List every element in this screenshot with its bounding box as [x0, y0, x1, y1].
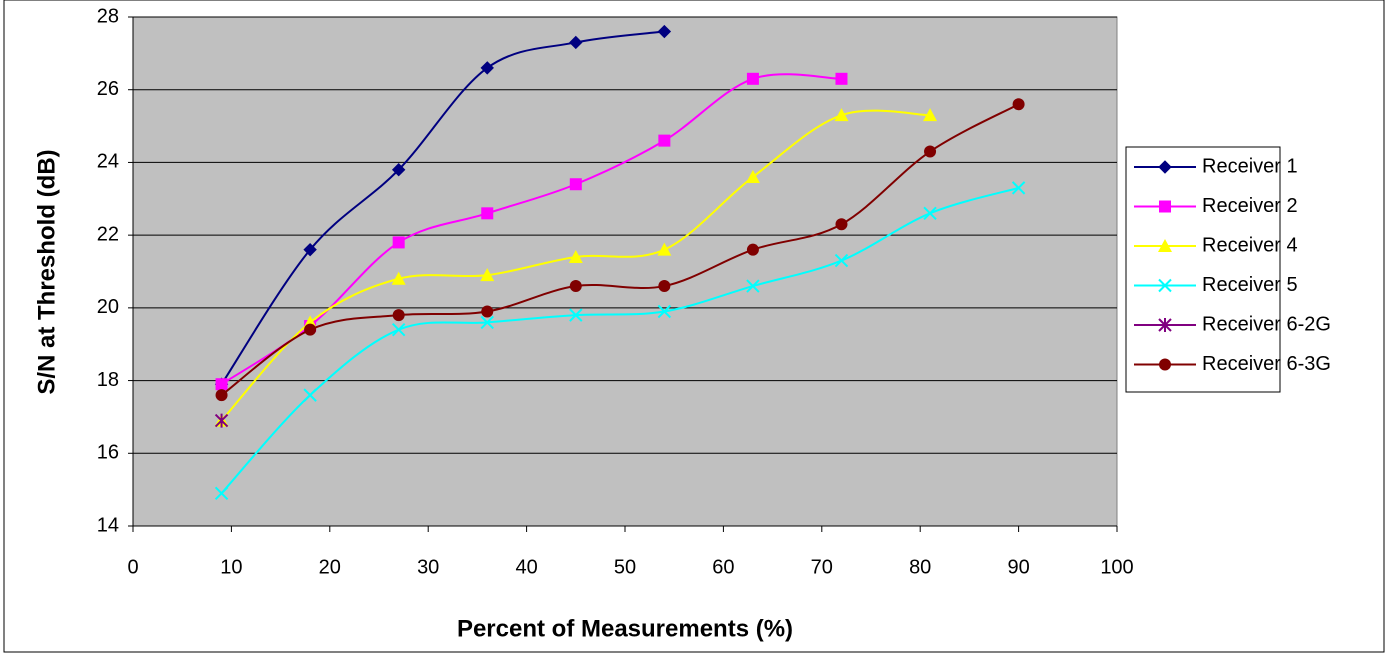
legend-box [1125, 146, 1281, 393]
marker [657, 24, 672, 39]
marker [657, 304, 672, 319]
marker [480, 315, 494, 330]
y-tick-label: 14 [97, 514, 119, 536]
marker [1159, 358, 1171, 371]
y-tick-label: 20 [97, 296, 119, 318]
marker [214, 486, 229, 500]
marker [568, 249, 583, 263]
marker [746, 243, 759, 256]
marker [303, 242, 317, 257]
series-line [220, 103, 1020, 396]
marker [391, 322, 406, 337]
marker [658, 280, 671, 293]
marker [481, 207, 494, 220]
y-tick-label: 16 [97, 442, 119, 464]
marker [1159, 200, 1171, 213]
marker [392, 309, 405, 322]
x-tick-label: 10 [220, 556, 242, 578]
marker [215, 389, 228, 402]
marker [480, 61, 494, 75]
marker [569, 308, 583, 322]
marker [391, 271, 406, 285]
marker [215, 378, 228, 391]
x-tick-label: 80 [909, 556, 931, 578]
marker [569, 35, 583, 50]
legend-label: Receiver 5 [1202, 274, 1298, 296]
x-tick-label: 40 [515, 556, 537, 578]
marker [1158, 318, 1172, 332]
y-tick-label: 24 [97, 151, 119, 173]
marker [746, 279, 760, 293]
plot-area [132, 16, 1118, 527]
marker [1011, 181, 1026, 195]
x-axis-title: Percent of Measurements (%) [457, 615, 793, 642]
marker [746, 72, 759, 85]
x-tick-label: 90 [1007, 556, 1029, 578]
y-tick-label: 18 [97, 369, 119, 391]
marker [923, 108, 938, 122]
marker [835, 72, 848, 85]
marker [1158, 278, 1172, 293]
y-axis-title: S/N at Threshold (dB) [33, 149, 60, 394]
x-tick-label: 20 [319, 556, 341, 578]
marker [569, 280, 582, 293]
marker [569, 178, 582, 191]
y-tick-label: 26 [97, 78, 119, 100]
marker [391, 162, 406, 177]
legend-label: Receiver 4 [1202, 234, 1298, 256]
marker [392, 236, 405, 249]
x-tick-label: 0 [127, 556, 138, 578]
marker [835, 218, 848, 231]
legend-label: Receiver 6-2G [1202, 313, 1331, 335]
marker [834, 253, 849, 268]
x-tick-label: 60 [712, 556, 734, 578]
marker [214, 413, 229, 428]
marker [923, 206, 937, 221]
marker [1158, 239, 1172, 252]
y-tick-label: 28 [97, 5, 119, 27]
marker [480, 268, 495, 282]
y-tick-label: 22 [97, 223, 119, 245]
marker [745, 169, 760, 183]
legend-label: Receiver 2 [1202, 195, 1298, 217]
legend-label: Receiver 1 [1202, 155, 1298, 177]
marker [658, 134, 671, 147]
marker [1158, 160, 1172, 174]
marker [657, 242, 672, 256]
marker [303, 388, 317, 402]
x-tick-label: 50 [614, 556, 636, 578]
legend-label: Receiver 6-3G [1202, 353, 1331, 375]
marker [834, 108, 849, 122]
x-tick-label: 30 [417, 556, 439, 578]
marker [304, 323, 317, 336]
x-tick-label: 100 [1100, 556, 1133, 578]
series-line [220, 186, 1019, 494]
marker [481, 305, 494, 318]
x-tick-label: 70 [811, 556, 833, 578]
marker [924, 145, 937, 158]
marker [1012, 98, 1025, 111]
